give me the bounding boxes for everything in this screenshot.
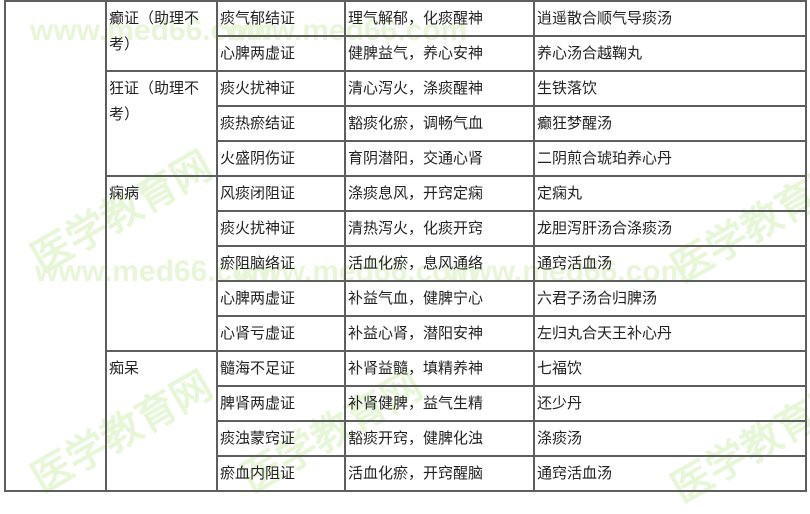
syndrome-cell: 心脾两虚证 — [216, 35, 346, 72]
syndrome-cell: 痰气郁结证 — [216, 0, 346, 37]
syndrome-cell: 瘀阻脑络证 — [216, 245, 346, 282]
treatment-cell: 豁痰化瘀，调畅气血 — [344, 105, 535, 142]
syndrome-cell: 痰火扰神证 — [216, 210, 346, 247]
table-row: 脾肾两虚证 补肾健脾，益气生精 还少丹 — [5, 385, 807, 422]
treatment-cell: 补肾益髓，填精养神 — [344, 350, 535, 387]
disease-cell: 痫病 — [105, 175, 218, 352]
formula-cell: 生铁落饮 — [533, 70, 807, 107]
table-row: 痫病 风痰闭阻证 涤痰息风，开窍定痫 定痫丸 — [5, 175, 807, 352]
formula-cell: 左归丸合天王补心丹 — [533, 315, 807, 352]
treatment-cell: 补肾健脾，益气生精 — [344, 385, 535, 422]
table-row: 瘀阻脑络证 活血化瘀，息风通络 通窍活血汤 — [5, 245, 807, 282]
table-row: 心脾两虚证 补益气血，健脾宁心 六君子汤合归脾汤 — [5, 280, 807, 317]
disease-cell: 痴呆 — [105, 350, 218, 492]
treatment-cell: 活血化瘀，息风通络 — [344, 245, 535, 282]
blank-cell — [4, 0, 107, 492]
formula-cell: 定痫丸 — [533, 175, 807, 212]
treatment-cell: 理气解郁，化痰醒神 — [344, 0, 535, 37]
table-row: 痰火扰神证 清热泻火，化痰开窍 龙胆泻肝汤合涤痰汤 — [5, 210, 807, 247]
table-row: 痴呆 髓海不足证 补肾益髓，填精养神 七福饮 — [5, 350, 807, 492]
syndrome-cell: 脾肾两虚证 — [216, 385, 346, 422]
treatment-cell: 活血化瘀，开窍醒脑 — [344, 455, 535, 492]
table-row: 狂证（助理不考） 痰火扰神证 清心泻火，涤痰醒神 生铁落饮 — [5, 70, 807, 177]
treatment-cell: 补益心肾，潜阳安神 — [344, 315, 535, 352]
table-row: 心肾亏虚证 补益心肾，潜阳安神 左归丸合天王补心丹 — [5, 315, 807, 352]
table-row: 心脾两虚证 健脾益气，养心安神 养心汤合越鞠丸 — [5, 35, 807, 72]
formula-cell: 癫狂梦醒汤 — [533, 105, 807, 142]
treatment-cell: 清热泻火，化痰开窍 — [344, 210, 535, 247]
syndrome-table: 癫证（助理不考） 痰气郁结证 理气解郁，化痰醒神 逍遥散合顺气导痰汤 心脾两虚证 健脾益气… — [4, 0, 807, 492]
formula-cell: 七福饮 — [533, 350, 807, 387]
table-row: 癫证（助理不考） 痰气郁结证 理气解郁，化痰醒神 逍遥散合顺气导痰汤 — [4, 0, 807, 492]
formula-cell: 还少丹 — [533, 385, 807, 422]
formula-cell: 逍遥散合顺气导痰汤 — [533, 0, 807, 37]
syndrome-cell: 瘀血内阻证 — [216, 455, 346, 492]
formula-cell: 通窍活血汤 — [533, 455, 807, 492]
formula-cell: 涤痰汤 — [533, 420, 807, 457]
treatment-cell: 豁痰开窍，健脾化浊 — [344, 420, 535, 457]
treatment-cell: 补益气血，健脾宁心 — [344, 280, 535, 317]
treatment-cell: 清心泻火，涤痰醒神 — [344, 70, 535, 107]
formula-cell: 二阴煎合琥珀养心丹 — [533, 140, 807, 177]
syndrome-cell: 火盛阴伤证 — [216, 140, 346, 177]
formula-cell: 通窍活血汤 — [533, 245, 807, 282]
table-row: 火盛阴伤证 育阴潜阳，交通心肾 二阴煎合琥珀养心丹 — [5, 140, 807, 177]
disease-cell: 狂证（助理不考） — [105, 70, 218, 177]
syndrome-cell: 痰浊蒙窍证 — [216, 420, 346, 457]
syndrome-cell: 痰热瘀结证 — [216, 105, 346, 142]
syndrome-cell: 痰火扰神证 — [216, 70, 346, 107]
table-row: 痰浊蒙窍证 豁痰开窍，健脾化浊 涤痰汤 — [5, 420, 807, 457]
disease-cell: 癫证（助理不考） — [105, 0, 218, 72]
syndrome-cell: 心脾两虚证 — [216, 280, 346, 317]
table-row: 痰热瘀结证 豁痰化瘀，调畅气血 癫狂梦醒汤 — [5, 105, 807, 142]
formula-cell: 六君子汤合归脾汤 — [533, 280, 807, 317]
syndrome-cell: 髓海不足证 — [216, 350, 346, 387]
formula-cell: 养心汤合越鞠丸 — [533, 35, 807, 72]
syndrome-cell: 心肾亏虚证 — [216, 315, 346, 352]
treatment-cell: 健脾益气，养心安神 — [344, 35, 535, 72]
formula-cell: 龙胆泻肝汤合涤痰汤 — [533, 210, 807, 247]
treatment-cell: 涤痰息风，开窍定痫 — [344, 175, 535, 212]
syndrome-cell: 风痰闭阻证 — [216, 175, 346, 212]
treatment-cell: 育阴潜阳，交通心肾 — [344, 140, 535, 177]
